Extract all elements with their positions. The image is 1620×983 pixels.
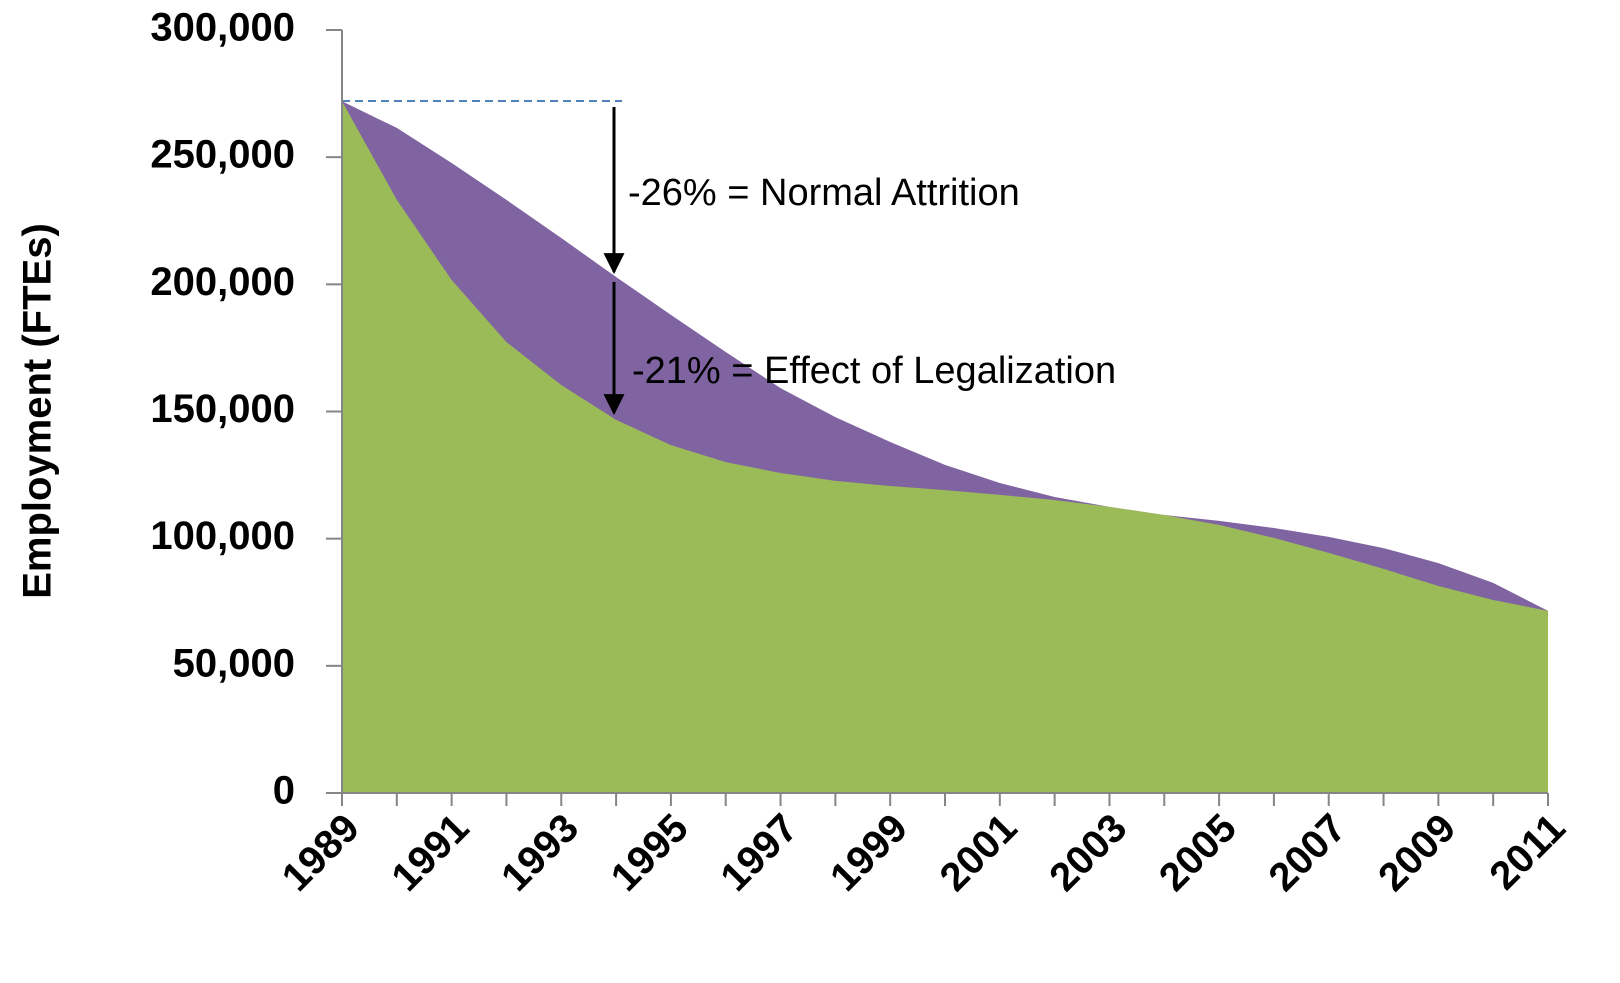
x-tick-label: 1997 (712, 806, 806, 900)
area (342, 101, 1548, 794)
x-tick-label: 1995 (603, 806, 697, 900)
y-tick-label: 100,000 (150, 514, 295, 558)
x-tick-label: 1989 (274, 806, 368, 900)
y-tick-label: 50,000 (173, 641, 295, 685)
annotation: -26% = Normal Attrition (628, 172, 1020, 214)
y-axis-label: Employment (FTEs) (16, 223, 60, 599)
x-tick-label: 1993 (493, 806, 587, 900)
x-tick-label: 2005 (1151, 806, 1245, 900)
x-tick-label: 2009 (1370, 806, 1464, 900)
y-tick-label: 300,000 (150, 6, 295, 50)
x-tick-label: 1999 (822, 806, 916, 900)
annotation: -21% = Effect of Legalization (632, 350, 1116, 392)
y-tick-label: 200,000 (150, 260, 295, 304)
x-tick-label: 2007 (1261, 806, 1355, 900)
x-tick-label: 2003 (1041, 806, 1135, 900)
x-tick-label: 1991 (383, 806, 477, 900)
y-tick-label: 250,000 (150, 133, 295, 177)
y-tick-label: 150,000 (150, 387, 295, 431)
x-tick-label: 2011 (1481, 806, 1573, 898)
y-tick-label: 0 (273, 769, 295, 813)
x-tick-label: 2001 (932, 806, 1026, 900)
plot-area (342, 101, 1548, 794)
